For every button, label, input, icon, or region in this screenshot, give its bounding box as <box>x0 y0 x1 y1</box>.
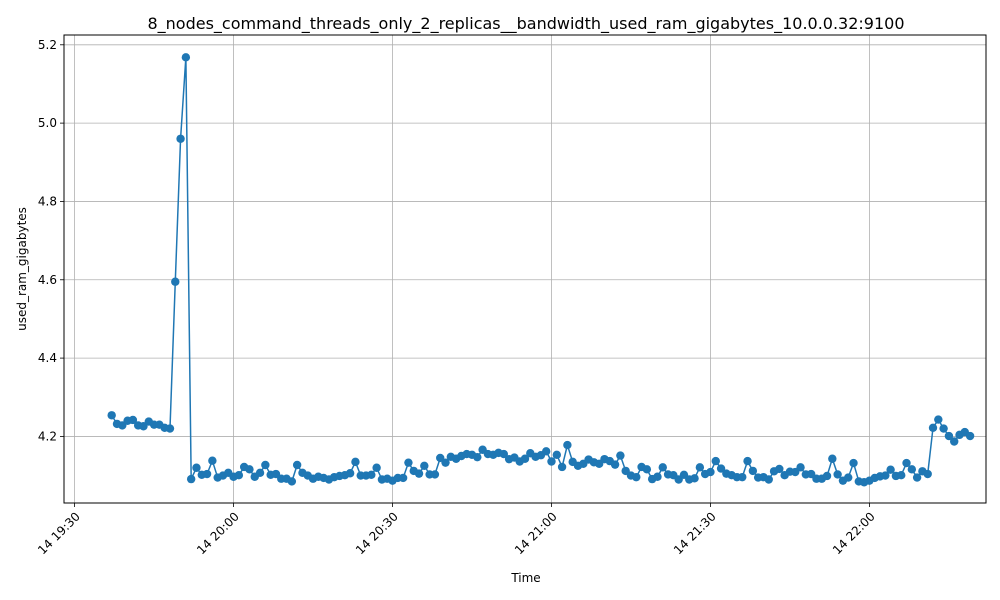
y-tick-label: 4.4 <box>38 351 57 365</box>
data-point <box>414 469 424 478</box>
data-point <box>743 456 752 466</box>
data-point <box>398 473 408 483</box>
data-point <box>351 457 360 467</box>
data-point <box>610 460 620 469</box>
data-point <box>764 475 773 484</box>
data-point <box>557 462 567 472</box>
data-point <box>441 458 450 467</box>
y-tick-label: 5.0 <box>38 116 57 130</box>
data-point <box>255 468 265 478</box>
data-point <box>563 440 572 450</box>
data-point <box>690 474 699 483</box>
data-point <box>653 472 662 481</box>
data-point <box>939 424 948 433</box>
data-point <box>171 277 180 286</box>
data-point <box>711 456 720 466</box>
data-point <box>345 469 355 478</box>
y-axis-label: used_ram_gigabytes <box>15 207 29 331</box>
data-point <box>796 463 805 472</box>
data-point <box>367 470 376 479</box>
data-point <box>430 470 440 479</box>
data-point <box>128 415 138 425</box>
data-point <box>822 471 832 481</box>
data-point <box>965 431 975 441</box>
data-point <box>165 424 175 433</box>
chart-title: 8_nodes_command_threads_only_2_replicas_… <box>147 14 904 34</box>
data-point <box>552 450 561 460</box>
data-point <box>547 457 556 466</box>
y-tick-label: 4.8 <box>38 194 57 208</box>
data-point <box>192 463 201 472</box>
data-point <box>287 477 297 486</box>
data-point <box>944 431 954 441</box>
y-tick-label: 4.6 <box>38 273 57 287</box>
data-point <box>176 134 185 143</box>
data-point <box>420 461 429 470</box>
data-point <box>907 465 917 474</box>
data-point <box>473 452 482 462</box>
data-point <box>886 465 895 474</box>
data-point <box>828 454 837 463</box>
data-point <box>642 465 652 474</box>
data-point <box>881 471 890 480</box>
data-point <box>775 464 784 474</box>
data-point <box>844 473 853 482</box>
data-point <box>404 458 413 467</box>
y-tick-label: 4.2 <box>38 429 57 443</box>
data-point-group <box>107 53 975 487</box>
data-point <box>950 437 959 446</box>
data-point <box>695 463 705 472</box>
data-point <box>934 415 943 424</box>
data-point <box>716 464 726 473</box>
data-point <box>928 423 938 433</box>
data-point <box>738 472 747 482</box>
data-point <box>245 465 254 474</box>
data-point <box>107 411 116 420</box>
x-axis-label: Time <box>510 571 540 585</box>
data-point <box>261 460 270 470</box>
data-point <box>292 460 302 470</box>
data-point <box>748 466 758 476</box>
data-point <box>202 469 212 479</box>
data-point <box>902 458 911 468</box>
data-point <box>181 53 191 62</box>
plot-frame <box>63 34 987 504</box>
data-point <box>923 469 932 479</box>
data-point <box>897 470 906 480</box>
data-point <box>186 474 196 484</box>
data-point <box>632 472 641 482</box>
data-point <box>542 447 551 456</box>
data-point <box>208 456 217 465</box>
y-axis-ticks: 4.2 4.4 4.6 4.8 5.0 5.2 <box>38 38 64 443</box>
data-point <box>706 467 715 477</box>
data-point <box>849 458 858 468</box>
data-point <box>234 470 244 480</box>
y-tick-label: 5.2 <box>38 38 57 52</box>
data-point <box>520 454 530 463</box>
grid-lines <box>64 35 986 503</box>
data-point <box>912 473 922 482</box>
data-point <box>499 449 508 459</box>
data-point <box>372 463 381 472</box>
data-point <box>616 451 625 460</box>
data-point <box>658 463 667 472</box>
data-point <box>833 470 842 479</box>
